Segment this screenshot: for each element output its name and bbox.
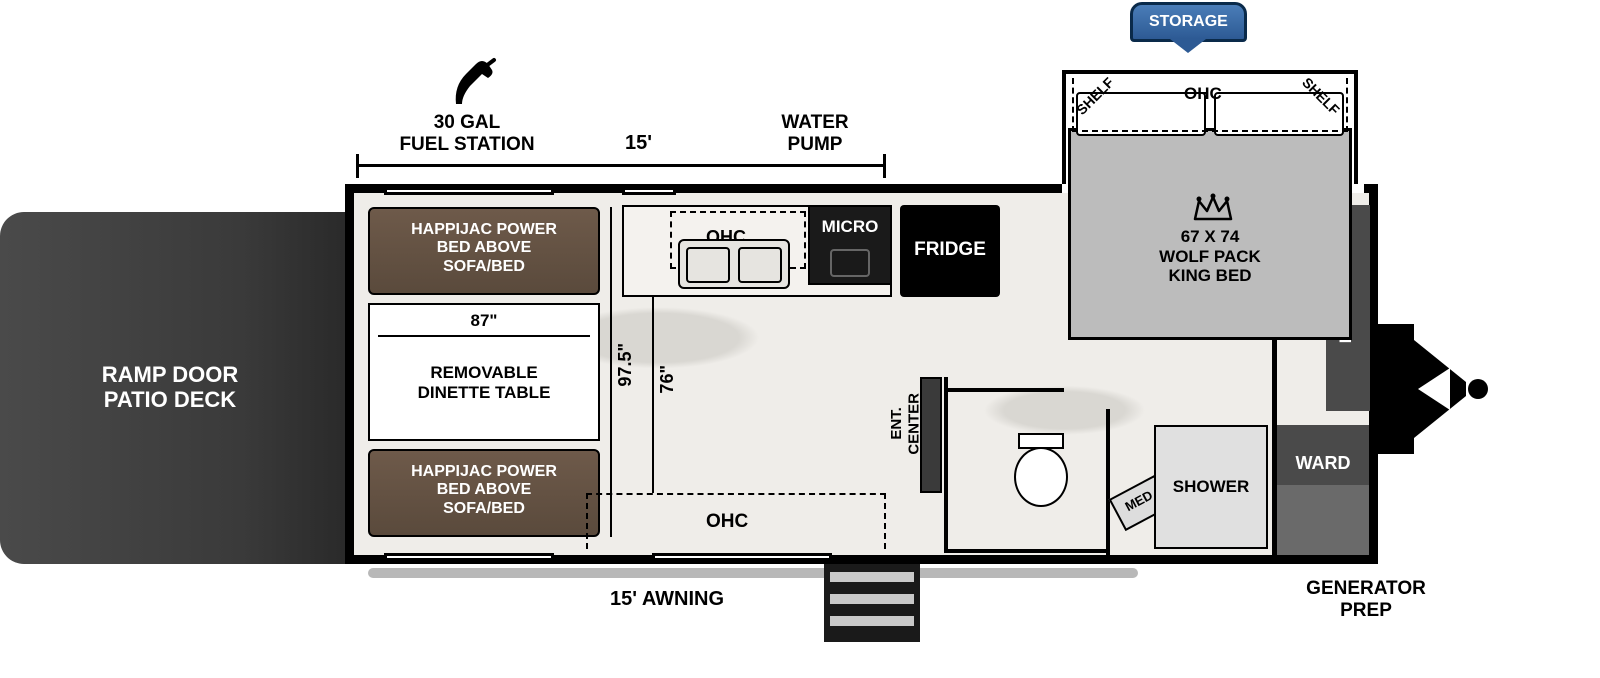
happijac-sofa-top: HAPPIJAC POWER BED ABOVE SOFA/BED (368, 207, 600, 295)
bed-label: 67 X 74 WOLF PACK KING BED (1071, 227, 1349, 286)
storage-badge-label: STORAGE (1149, 13, 1228, 30)
dinette-table: 87" REMOVABLE DINETTE TABLE (368, 303, 600, 441)
crown-icon (1191, 193, 1235, 223)
bath-wall (1106, 409, 1110, 555)
hitch-icon (1378, 316, 1496, 462)
ent-center (920, 377, 942, 493)
window-top-2 (622, 187, 676, 195)
happijac-bottom-label: HAPPIJAC POWER BED ABOVE SOFA/BED (370, 463, 598, 518)
door-jamb-1 (944, 388, 1064, 392)
shower: SHOWER (1154, 425, 1268, 549)
fuel-station-label: 30 GAL FUEL STATION (362, 112, 572, 156)
happijac-sofa-bottom: HAPPIJAC POWER BED ABOVE SOFA/BED (368, 449, 600, 537)
bedroom-slide-interior: 67 X 74 WOLF PACK KING BED OHC SHELF SHE… (1066, 74, 1354, 346)
dim-line-15ft (356, 164, 886, 167)
awning-bar (368, 568, 1138, 578)
dim-tick-right (883, 154, 886, 178)
ent-center-label: ENT. CENTER (888, 393, 923, 455)
awning-label: 15' AWNING (610, 588, 724, 611)
dinette-width-line (378, 335, 590, 337)
window-top-1 (384, 187, 554, 195)
microwave: MICRO (808, 205, 892, 285)
dinette-width-label: 87" (370, 311, 598, 331)
dim-76-line (652, 295, 654, 493)
bed-ohc-label: OHC (1184, 84, 1222, 104)
step-2 (830, 594, 914, 604)
toilet (1014, 447, 1068, 507)
dinette-label: REMOVABLE DINETTE TABLE (370, 363, 598, 402)
generator-prep-label: GENERATOR PREP (1276, 578, 1456, 622)
kitchen-sink (678, 239, 790, 289)
dim-tick-left (356, 154, 359, 178)
toilet-tank (1018, 433, 1064, 449)
ramp-label: RAMP DOOR PATIO DECK (60, 362, 280, 413)
storage-badge: STORAGE (1130, 2, 1247, 42)
fuel-pump-icon (448, 56, 498, 110)
dim-975-label: 97.5" (615, 343, 636, 387)
micro-label: MICRO (810, 217, 890, 237)
ward-lower (1277, 485, 1369, 555)
door-jamb-2 (948, 549, 1108, 553)
dim-975-line (610, 207, 612, 537)
step-3 (830, 616, 914, 626)
fridge-label: FRIDGE (900, 239, 1000, 261)
entry-steps (824, 564, 920, 642)
happijac-top-label: HAPPIJAC POWER BED ABOVE SOFA/BED (370, 221, 598, 276)
dim-76-label: 76" (657, 365, 678, 394)
mid-wall (944, 377, 948, 553)
water-pump-label: WATER PUMP (755, 112, 875, 156)
top-dim-label: 15' (625, 132, 652, 155)
fridge: FRIDGE (900, 205, 1000, 297)
window-bot-1 (384, 553, 554, 561)
king-bed: 67 X 74 WOLF PACK KING BED (1068, 128, 1352, 340)
ward-label: WARD (1277, 453, 1369, 474)
window-bot-2 (652, 553, 832, 561)
step-1 (830, 572, 914, 582)
shower-label: SHOWER (1156, 477, 1266, 497)
ohc-bottom-label: OHC (706, 511, 748, 533)
ramp-patio-deck: RAMP DOOR PATIO DECK (0, 212, 345, 564)
